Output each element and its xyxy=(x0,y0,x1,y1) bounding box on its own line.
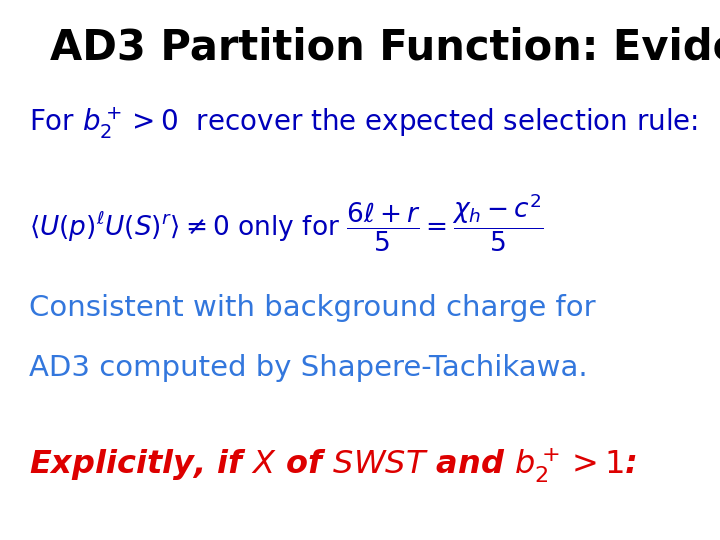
Text: Explicitly, if $X$ of $\mathit{SWST}$ and $b_2^+ > 1$:: Explicitly, if $X$ of $\mathit{SWST}$ an… xyxy=(29,446,637,485)
Text: Consistent with background charge for: Consistent with background charge for xyxy=(29,294,595,322)
Text: $\langle U(p)^\ell U(S)^r \rangle \neq 0$ only for $\dfrac{6\ell + r}{5} = \dfra: $\langle U(p)^\ell U(S)^r \rangle \neq 0… xyxy=(29,192,544,254)
Text: For $b_2^+> 0$  recover the expected selection rule:: For $b_2^+> 0$ recover the expected sele… xyxy=(29,105,698,141)
Text: AD3 computed by Shapere-Tachikawa.: AD3 computed by Shapere-Tachikawa. xyxy=(29,354,588,382)
Text: AD3 Partition Function: Evidence 2/2: AD3 Partition Function: Evidence 2/2 xyxy=(50,27,720,69)
